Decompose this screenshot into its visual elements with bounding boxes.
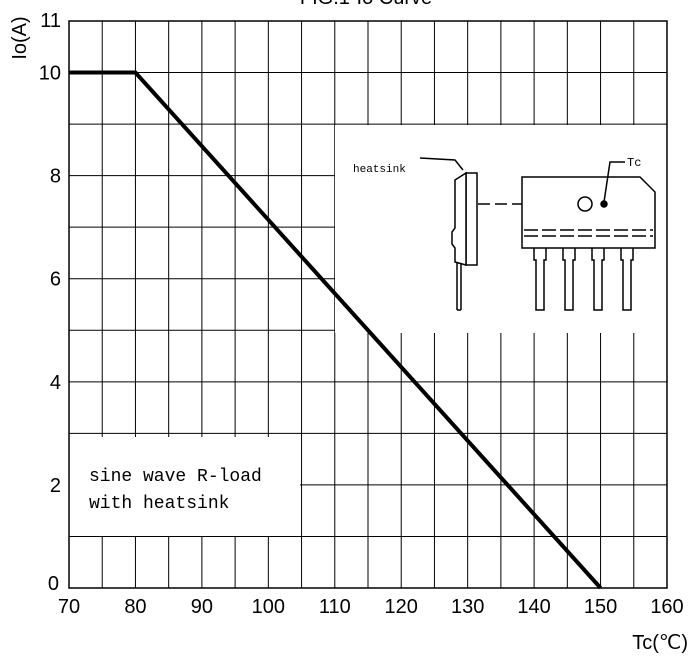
lead-3 — [591, 248, 605, 311]
x-tick-label: 110 — [319, 596, 351, 618]
lead-1 — [533, 248, 547, 311]
y-tick-label: 4 — [50, 372, 61, 394]
y-tick-label: 11 — [40, 10, 61, 32]
x-tick-label: 150 — [584, 596, 617, 618]
x-tick-label: 100 — [252, 596, 285, 618]
y-tick-label: 6 — [50, 269, 61, 291]
x-tick-label: 140 — [517, 596, 550, 618]
y-tick-label: 2 — [50, 475, 61, 497]
x-axis-label: Tc(℃) — [632, 632, 688, 654]
mounting-hole — [577, 196, 593, 212]
series-line — [69, 70, 603, 590]
heatsink-label: heatsink — [353, 164, 406, 176]
condition-box — [69, 437, 300, 536]
tc-leader — [603, 161, 625, 203]
tc-label: Tc — [627, 156, 641, 170]
x-tick-label: 160 — [650, 596, 683, 618]
x-tick-label: 90 — [191, 596, 213, 618]
x-tick-label: 130 — [451, 596, 484, 618]
y-tick-label: 8 — [50, 166, 61, 188]
x-tick-label: 70 — [58, 596, 80, 618]
package-front-body — [521, 176, 656, 249]
x-tick-labels: 70 80 90 100 110 120 130 140 150 160 — [58, 596, 684, 618]
chart-title: FIG.1-Io Curve — [300, 0, 432, 9]
plot-frame — [68, 20, 668, 589]
y-axis-label: Io(A) — [9, 16, 31, 59]
x-tick-label: 120 — [385, 596, 418, 618]
lead-2 — [562, 248, 576, 311]
package-diagram — [419, 157, 656, 311]
condition-line-1: sine wave R-load — [89, 467, 262, 487]
y-tick-labels: 0 2 4 6 8 10 11 — [39, 10, 61, 595]
condition-line-2: with heatsink — [89, 494, 229, 514]
lead-4 — [620, 248, 634, 311]
heatsink-plate — [465, 172, 478, 266]
y-tick-label: 10 — [39, 63, 61, 85]
y-tick-label: 0 — [48, 573, 59, 595]
package-side-body — [451, 171, 467, 266]
heatsink-leader — [419, 157, 464, 171]
plot-border — [68, 20, 668, 589]
x-tick-label: 80 — [124, 596, 146, 618]
